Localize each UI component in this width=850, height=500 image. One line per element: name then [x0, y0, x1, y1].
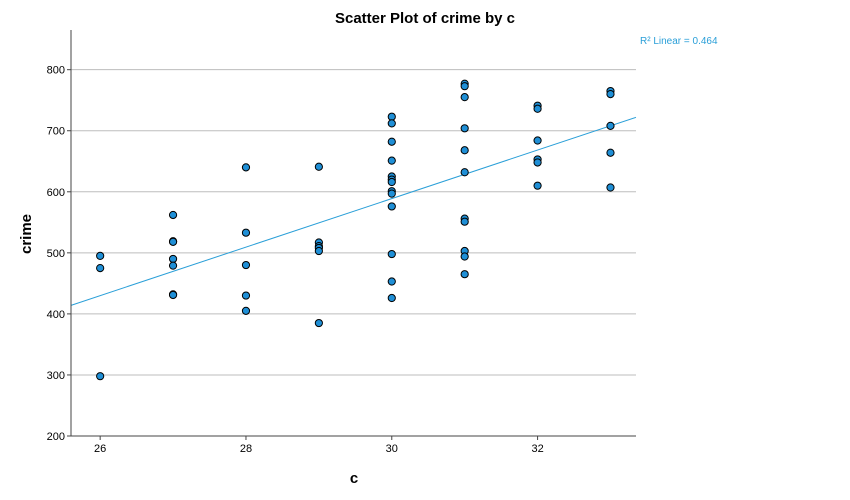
- data-point: [387, 112, 396, 121]
- x-axis-label: c: [350, 470, 358, 487]
- data-point: [533, 136, 542, 145]
- data-point: [314, 318, 323, 328]
- data-point: [168, 237, 178, 246]
- data-point: [460, 168, 469, 177]
- y-axis-label: crime: [18, 214, 35, 254]
- data-point: [387, 293, 396, 303]
- data-point: [96, 372, 105, 381]
- data-point: [241, 163, 251, 172]
- data-point: [241, 291, 251, 300]
- data-point: [314, 246, 323, 256]
- data-point: [460, 93, 469, 102]
- points-group: [96, 79, 615, 381]
- grid-lines: [71, 69, 636, 376]
- data-point: [168, 290, 178, 300]
- data-point: [606, 121, 615, 130]
- x-tick-label: 26: [94, 443, 106, 455]
- data-point: [387, 277, 396, 286]
- y-tick-label: 600: [47, 187, 65, 199]
- data-point: [606, 183, 615, 192]
- data-point: [387, 189, 396, 198]
- data-point: [168, 261, 178, 270]
- data-point: [314, 162, 323, 171]
- data-point: [460, 252, 469, 261]
- x-tick-label: 32: [531, 443, 543, 455]
- data-point: [606, 148, 615, 157]
- y-tick-label: 400: [47, 309, 65, 321]
- x-tick-label: 30: [386, 443, 398, 455]
- r-squared-annotation: R² Linear = 0.464: [640, 36, 718, 47]
- data-point: [96, 251, 105, 260]
- data-point: [241, 228, 251, 237]
- tick-labels: 200 300 400 500 600 700 800 26 28 30 32: [47, 65, 544, 455]
- data-point: [387, 119, 396, 128]
- y-tick-label: 800: [47, 65, 65, 77]
- data-point: [241, 306, 251, 315]
- y-tick-label: 300: [47, 370, 65, 382]
- axes-group: [70, 30, 636, 437]
- data-point: [460, 217, 469, 226]
- data-point: [460, 146, 469, 155]
- x-tick-label: 28: [240, 443, 252, 455]
- data-point: [387, 177, 396, 187]
- chart-title: Scatter Plot of crime by c: [335, 10, 515, 27]
- data-point: [96, 264, 105, 273]
- data-point: [533, 181, 542, 190]
- data-point: [168, 210, 178, 220]
- data-point: [387, 249, 396, 259]
- y-tick-label: 700: [47, 126, 65, 138]
- data-point: [533, 104, 542, 113]
- data-point: [460, 82, 469, 91]
- data-point: [533, 158, 542, 167]
- data-point: [387, 137, 396, 146]
- fit-line: [70, 116, 637, 306]
- data-point: [460, 270, 469, 279]
- y-tick-label: 500: [47, 248, 65, 260]
- data-point: [387, 202, 396, 211]
- data-point: [387, 156, 396, 165]
- data-point: [168, 254, 178, 264]
- data-point: [241, 260, 251, 270]
- y-tick-label: 200: [47, 431, 65, 443]
- data-point: [606, 90, 615, 99]
- fit-line-group: [70, 116, 637, 306]
- data-point: [460, 124, 469, 133]
